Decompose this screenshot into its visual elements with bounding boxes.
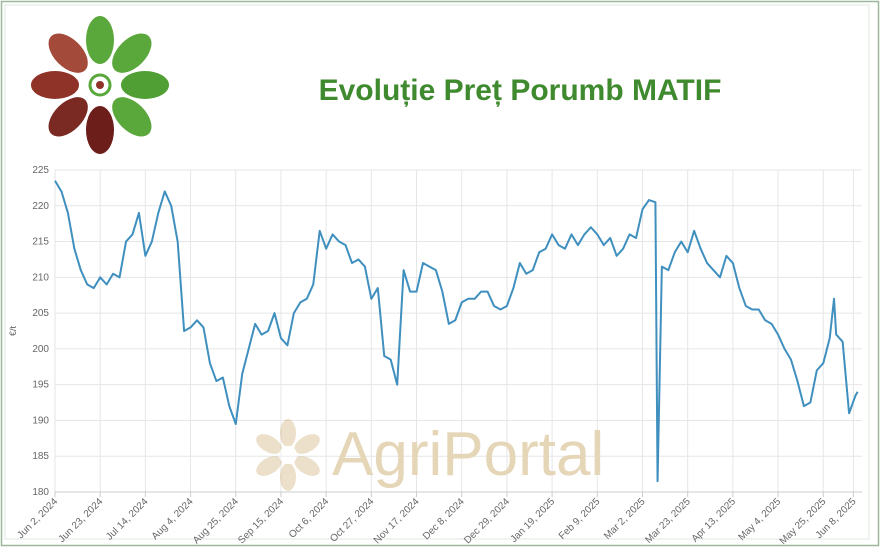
chart-title: Evoluție Preț Porumb MATIF — [319, 74, 722, 107]
price-line — [54, 180, 859, 483]
y-tick-label: 180 — [32, 487, 49, 498]
grid — [54, 169, 862, 493]
y-tick-label: 200 — [32, 344, 49, 355]
y-tick-label: 185 — [32, 451, 49, 462]
y-tick-label: 190 — [32, 415, 49, 426]
y-axis-label: €/t — [8, 326, 18, 337]
y-tick-label: 210 — [32, 272, 49, 283]
y-tick-label: 215 — [32, 237, 49, 248]
y-tick-label: 225 — [32, 165, 49, 176]
y-tick-label: 220 — [32, 201, 49, 212]
y-tick-label: 205 — [32, 308, 49, 319]
logo — [31, 16, 169, 154]
y-tick-label: 195 — [32, 380, 49, 391]
watermark-logo — [256, 419, 320, 491]
inner-frame — [4, 4, 870, 540]
watermark: AgriPortal — [332, 420, 604, 489]
